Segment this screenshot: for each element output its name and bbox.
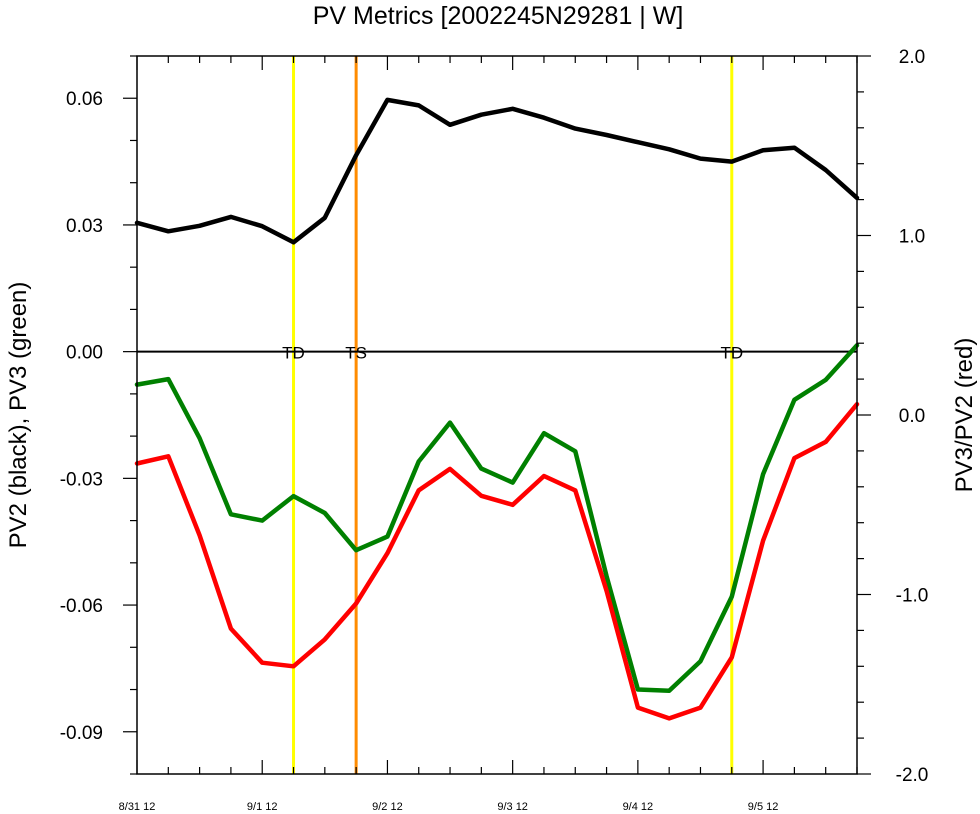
x-tick-label: 9/2 12 (372, 801, 403, 813)
x-tick-label: 9/4 12 (623, 801, 654, 813)
series-line-pv3-pv2 (134, 401, 860, 721)
y-tick-label-right: 2.0 (899, 47, 925, 68)
marker-label-td: TD (720, 344, 743, 363)
y-tick-label-right: 0.0 (899, 406, 925, 427)
series-line-pv3 (134, 343, 860, 694)
y-tick-label-right: -2.0 (896, 765, 929, 786)
y-tick-label-left: -0.06 (60, 596, 103, 617)
y-tick-label-right: 1.0 (899, 227, 925, 248)
y-tick-label-left: 0.06 (66, 89, 103, 110)
series-line-pv2 (134, 97, 860, 245)
x-tick-label: 9/5 12 (748, 801, 779, 813)
marker-label-td: TD (282, 344, 305, 363)
marker-label-ts: TS (345, 344, 367, 363)
y-tick-label-left: -0.03 (60, 469, 103, 490)
plot-axes (123, 55, 871, 775)
y-axis-title-right: PV3/PV2 (red) (951, 338, 978, 493)
y-tick-label-right: -1.0 (896, 586, 929, 607)
x-tick-label: 9/3 12 (497, 801, 528, 813)
data-series (134, 97, 860, 721)
y-tick-label-left: -0.09 (60, 723, 103, 744)
tick-labels: TD TS TD 8/31 12 9/1 12 9/2 12 9/3 12 9/4 12 9/5… (60, 47, 929, 813)
chart-title: PV Metrics [2002245N29281 | W] (313, 2, 684, 30)
y-tick-label-left: 0.03 (66, 216, 103, 237)
x-tick-label: 8/31 12 (119, 801, 156, 813)
x-tick-label: 9/1 12 (247, 801, 278, 813)
y-tick-label-left: 0.00 (66, 343, 103, 364)
y-axis-title-left: PV2 (black), PV3 (green) (5, 282, 32, 549)
